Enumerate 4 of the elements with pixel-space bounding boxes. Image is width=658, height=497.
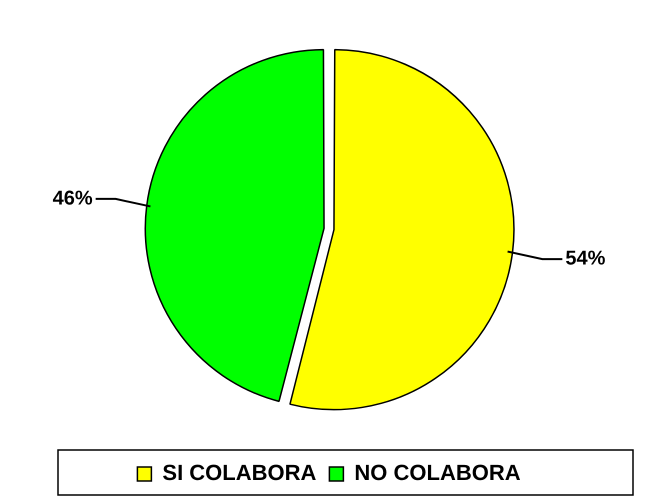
data-label: 46%: [52, 187, 93, 210]
legend-label: SI COLABORA: [162, 460, 317, 486]
data-label: 54%: [565, 248, 606, 270]
legend-label: NO COLABORA: [354, 460, 521, 486]
